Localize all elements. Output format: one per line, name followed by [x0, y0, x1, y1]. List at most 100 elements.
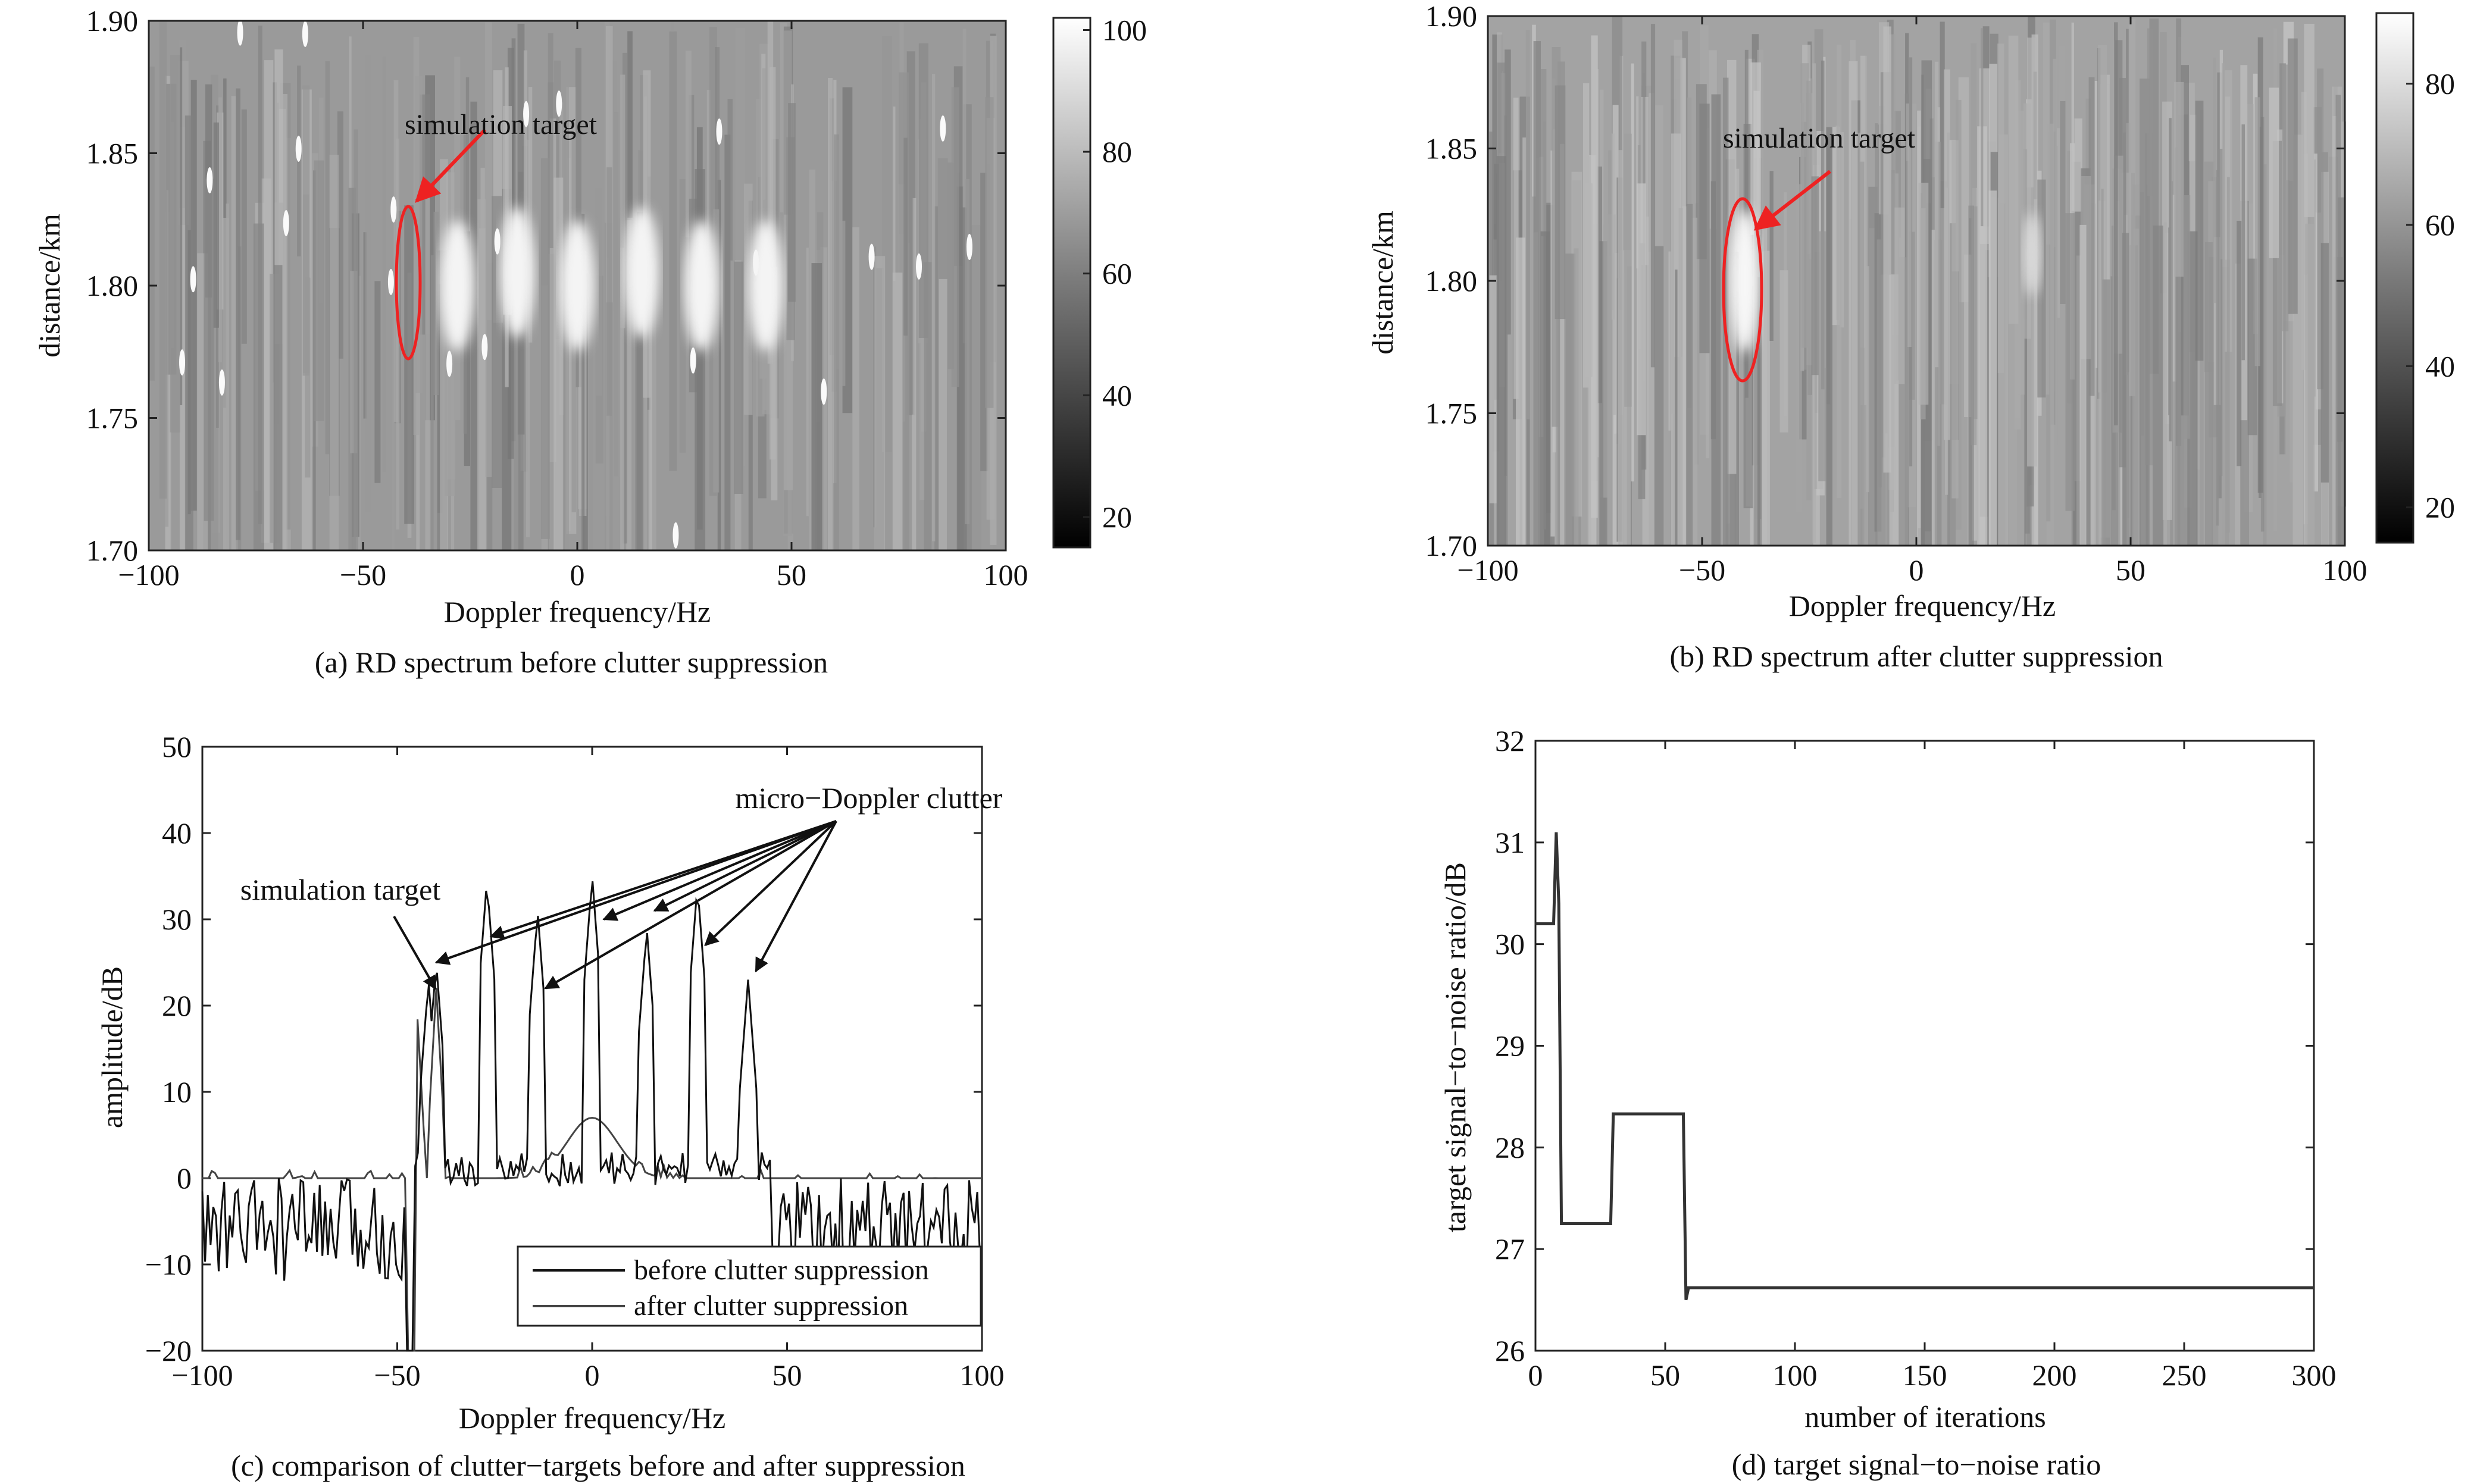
clutter-stripe	[1574, 248, 1579, 546]
colorbar-a-ticks: 20 40 60 80 100	[1083, 13, 1147, 534]
clutter-stripe	[689, 95, 695, 287]
clutter-stripe	[484, 22, 492, 477]
target-peak	[683, 220, 720, 351]
clutter-stripe	[180, 47, 183, 405]
clutter-stripe	[526, 139, 530, 537]
bright-speckle	[868, 243, 875, 270]
xlabel-a: Doppler frequency/Hz	[444, 595, 711, 628]
annotation-micro-doppler-c: micro−Doppler clutter	[736, 781, 1003, 815]
xtick-label: −100	[171, 1358, 233, 1392]
bright-speckle	[295, 135, 302, 162]
clutter-stripe	[924, 262, 932, 550]
clutter-stripe	[283, 94, 287, 550]
xlabel-d: number of iterations	[1804, 1400, 2045, 1433]
clutter-stripe	[713, 209, 720, 493]
colorbar-tick-label: 60	[1102, 257, 1132, 290]
clutter-stripe	[1699, 104, 1710, 353]
panel-a-rd-spectrum-before: −100 −50 0 50 100 1.70 1.75 1.80 1.85 1.90 simula…	[33, 4, 1147, 679]
legend-c-label-before: before clutter suppression	[634, 1254, 929, 1286]
target-peak	[2022, 212, 2042, 296]
ylabel-b: distance/km	[1366, 211, 1399, 355]
bright-speckle	[179, 349, 186, 376]
clutter-stripe	[464, 231, 470, 467]
colorbar-tick-label: 100	[1102, 13, 1147, 46]
bright-speckle	[821, 378, 827, 405]
bright-speckle	[446, 350, 453, 377]
clutter-stripe	[2094, 81, 2098, 368]
xtick-label: 50	[772, 1358, 802, 1392]
target-peak	[1729, 209, 1760, 352]
clutter-stripe	[2037, 179, 2046, 397]
micro-doppler-arrow	[653, 820, 837, 912]
clutter-stripe	[1540, 231, 1550, 546]
clutter-stripe	[1818, 231, 1826, 481]
clutter-stripe	[562, 122, 569, 550]
colorbar-tick-label: 60	[2425, 208, 2455, 242]
xtick-label: 0	[1528, 1358, 1543, 1392]
clutter-stripe	[649, 265, 652, 550]
ytick-label: −10	[145, 1248, 192, 1281]
bright-speckle	[716, 118, 723, 145]
clutter-stripe	[2205, 242, 2213, 546]
clutter-stripe	[2079, 224, 2087, 546]
clutter-stripe	[614, 112, 619, 477]
annotation-text-b: simulation target	[1723, 123, 1916, 154]
clutter-stripe	[2241, 124, 2245, 361]
xtick-label: 0	[1909, 553, 1924, 587]
bright-speckle	[390, 196, 397, 223]
bright-speckle	[556, 90, 562, 117]
clutter-stripe	[365, 54, 371, 512]
ytick-label: 29	[1495, 1029, 1525, 1063]
clutter-stripe	[528, 87, 533, 343]
caption-b: (b) RD spectrum after clutter suppressio…	[1670, 640, 2163, 673]
clutter-stripe	[354, 129, 358, 550]
clutter-stripe	[1607, 214, 1614, 546]
clutter-stripe	[985, 97, 994, 408]
clutter-stripe	[1821, 60, 1825, 390]
target-circle-b	[1722, 197, 1763, 383]
clutter-stripe	[906, 145, 914, 415]
clutter-stripe	[627, 31, 633, 218]
clutter-stripe	[1678, 208, 1683, 546]
clutter-stripe	[685, 51, 692, 237]
ytick-label: 40	[162, 816, 192, 850]
clutter-stripe	[958, 207, 967, 550]
clutter-stripe	[2153, 226, 2163, 546]
ylabel-a: distance/km	[33, 214, 66, 358]
clutter-stripe	[430, 255, 434, 550]
colorbar-tick-label: 80	[1102, 135, 1132, 168]
bright-speckle	[690, 347, 696, 374]
clutter-stripe	[470, 101, 477, 551]
clutter-stripe	[2237, 221, 2242, 467]
micro-doppler-arrow	[489, 820, 837, 940]
clutter-stripe	[852, 227, 859, 551]
clutter-stripe	[241, 109, 247, 344]
ytick-label: 32	[1495, 724, 1525, 757]
colorbar-tick-label: 40	[1102, 378, 1132, 412]
ytick-label: 27	[1495, 1232, 1525, 1266]
clutter-stripe	[2269, 87, 2279, 258]
axes-d: 0 50 100 150 200 250 300 26 27 28 29 30 31 32	[1495, 724, 2337, 1392]
axes-b: −100 −50 0 50 100 1.70 1.75 1.80 1.85 1.90	[1425, 0, 2367, 587]
annotation-arrow-a	[415, 128, 487, 203]
clutter-stripe	[374, 281, 381, 483]
clutter-stripe	[425, 189, 430, 551]
xtick-label: −50	[374, 1358, 420, 1392]
clutter-stripe	[1837, 45, 1842, 498]
clutter-stripe	[363, 232, 367, 419]
clutter-stripe	[971, 225, 981, 550]
legend-c-box	[517, 1245, 982, 1327]
ytick-label: 1.70	[86, 534, 139, 567]
heatmap-b-clutter-stripes	[1489, 16, 2347, 546]
clutter-stripe	[605, 26, 613, 303]
series-after-clutter-suppression	[202, 988, 982, 1352]
xtick-label: 0	[570, 558, 585, 591]
clutter-stripe	[2304, 24, 2315, 217]
clutter-stripe	[965, 179, 970, 524]
target-peak	[559, 220, 595, 351]
ytick-label: −20	[145, 1334, 192, 1367]
clutter-stripe	[1857, 161, 1865, 546]
clutter-stripe	[302, 85, 310, 376]
clutter-stripe	[932, 73, 936, 541]
